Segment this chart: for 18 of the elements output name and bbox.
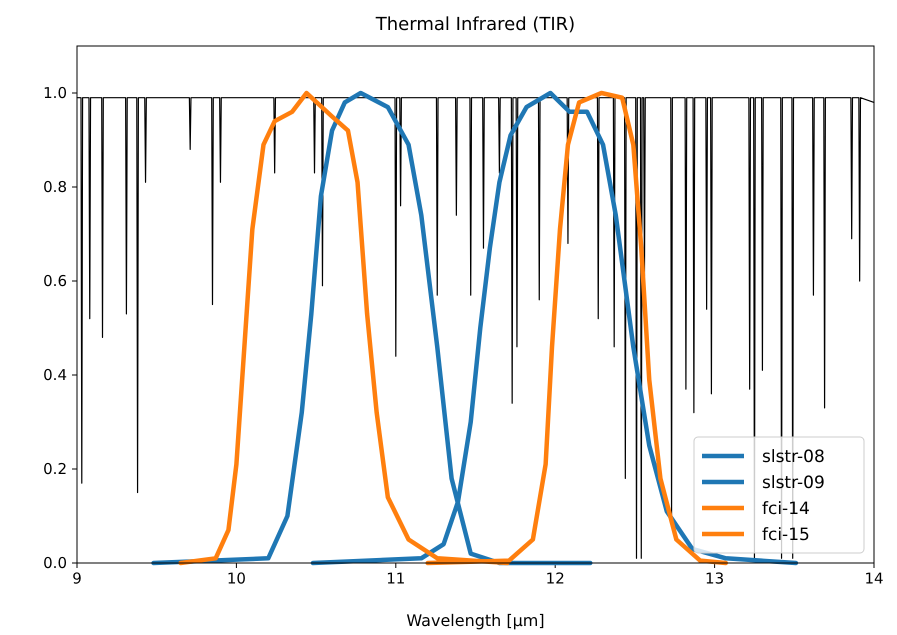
y-tick-label: 0.2 bbox=[43, 460, 67, 478]
legend-label: slstr-09 bbox=[762, 473, 825, 493]
x-tick-label: 10 bbox=[226, 570, 246, 588]
x-tick-label: 12 bbox=[546, 570, 565, 588]
legend-label: fci-14 bbox=[762, 499, 810, 519]
y-tick-label: 0.4 bbox=[43, 366, 67, 384]
chart-title: Thermal Infrared (TIR) bbox=[374, 14, 576, 35]
x-tick-label: 13 bbox=[705, 570, 724, 588]
y-tick-label: 0.6 bbox=[43, 272, 67, 290]
x-tick-label: 14 bbox=[864, 570, 884, 588]
x-tick-label: 11 bbox=[386, 570, 406, 588]
x-axis-title: Wavelength [µm] bbox=[406, 611, 545, 630]
y-tick-label: 0.0 bbox=[43, 554, 67, 572]
legend-label: fci-15 bbox=[762, 525, 810, 545]
y-tick-label: 0.8 bbox=[43, 178, 67, 196]
legend-label: slstr-08 bbox=[762, 447, 825, 467]
y-tick-label: 1.0 bbox=[43, 84, 67, 102]
x-tick-label: 9 bbox=[72, 570, 82, 588]
